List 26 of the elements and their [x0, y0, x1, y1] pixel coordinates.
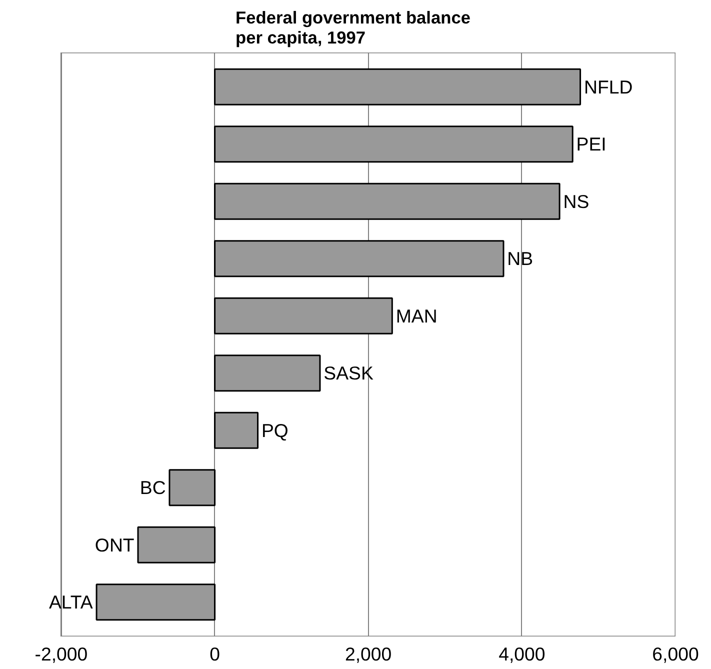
y-tick-label: PEI [576, 134, 606, 155]
y-tick-label: NB [507, 248, 534, 270]
y-tick-label: PQ [261, 420, 288, 441]
bar [137, 526, 216, 564]
y-tick-label: SASK [324, 362, 374, 384]
y-tick-label: ALTA [48, 592, 94, 613]
bar [168, 469, 216, 506]
bar [96, 584, 216, 621]
bar [214, 68, 582, 106]
y-tick-label: BC [140, 477, 166, 498]
y-tick-label: NFLD [584, 76, 633, 98]
bar [214, 354, 321, 392]
x-tick-label: -2,000 [34, 644, 88, 664]
bar [214, 182, 560, 220]
x-tick-label: 6,000 [652, 644, 699, 664]
bar [214, 240, 504, 278]
y-tick-label: ONT [94, 534, 134, 556]
x-tick-label: 2,000 [345, 644, 392, 664]
bar [214, 297, 393, 334]
chart-title: Federal government balance per capita, 1997 [236, 8, 471, 48]
y-tick-label: MAN [396, 305, 438, 326]
y-tick-label: NS [563, 190, 590, 212]
bar [214, 126, 574, 163]
x-tick-label: 0 [210, 644, 220, 664]
bar [214, 412, 259, 449]
x-tick-label: 4,000 [498, 644, 546, 664]
